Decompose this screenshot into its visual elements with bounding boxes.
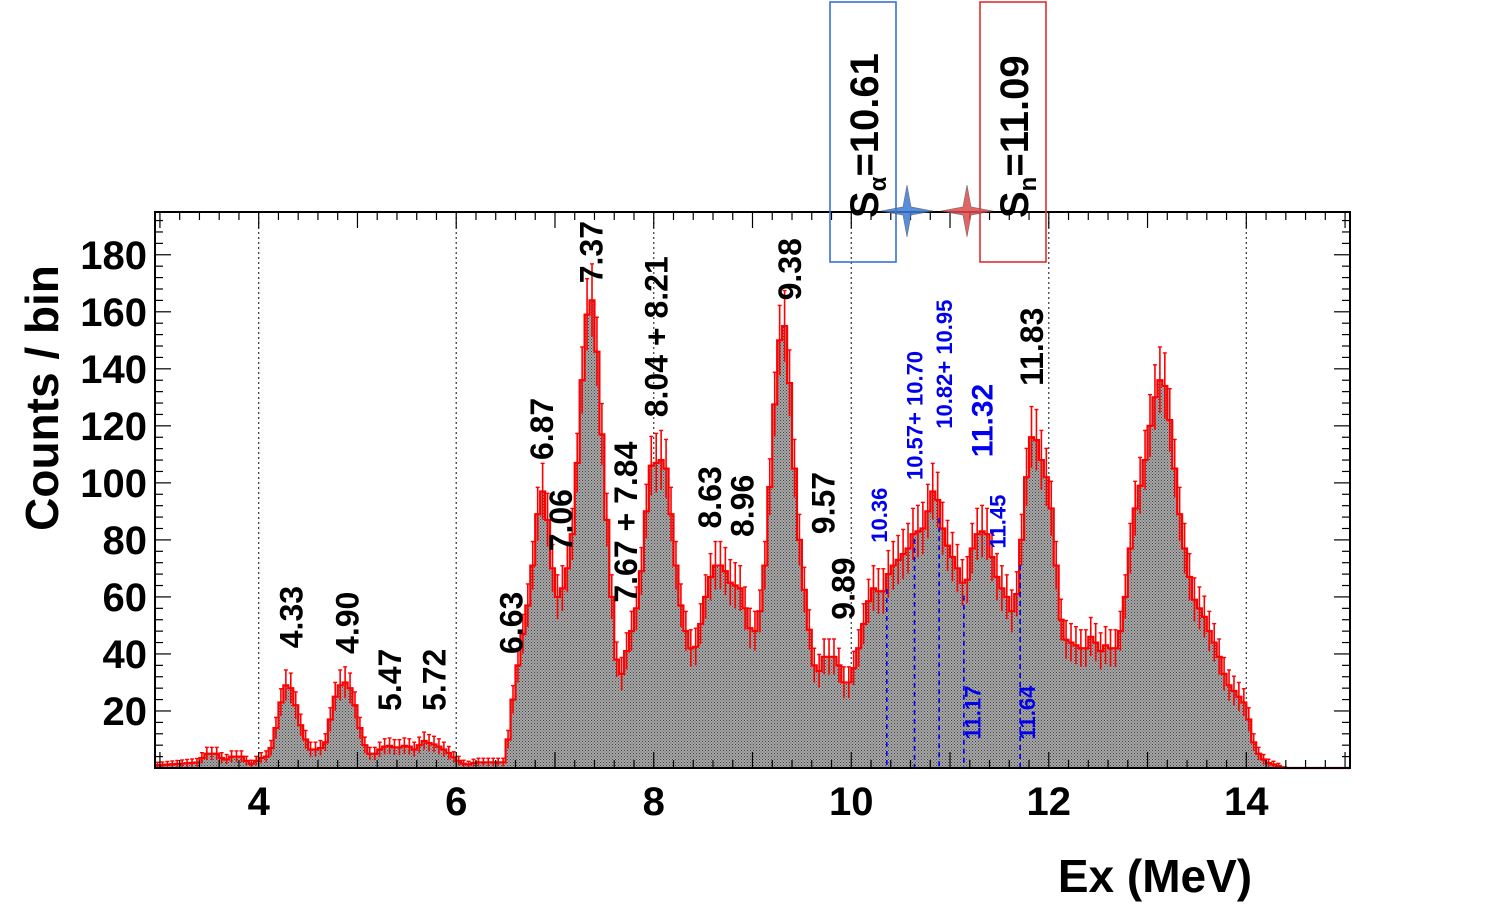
histogram-step-line [155, 299, 1350, 770]
peak-label: 9.89 [825, 557, 861, 619]
axis-ticks: 4 6 8 10 12 14 20 40 60 80 100 120 140 160 180 [80, 212, 1350, 824]
peak-label: 11.83 [1014, 308, 1050, 386]
peak-label: 7.06 [543, 489, 579, 551]
y-tick-label: 60 [103, 576, 148, 620]
peak-label: 5.72 [416, 649, 452, 711]
peak-label: 8.96 [725, 475, 761, 537]
histogram-area [155, 300, 1350, 768]
neutron-threshold-box [979, 1, 1047, 263]
peak-label: 6.63 [494, 592, 530, 654]
y-tick-label: 140 [80, 348, 147, 392]
y-tick-label: 120 [80, 405, 147, 449]
peak-label-blue: 11.45 [985, 495, 1010, 549]
peak-label-blue: 11.32 [967, 384, 1000, 457]
peak-label: 8.04 + 8.21 [639, 256, 675, 417]
peak-label-blue: 10.36 [867, 488, 892, 543]
peak-label: 6.87 [524, 398, 560, 460]
threshold-label: Sn=11.09 [993, 55, 1042, 218]
peak-labels: 4.33 4.905.47 5.72 6.63 6.87 7.06 7.37 7.67 + 7… [273, 221, 1050, 739]
y-tick-label: 20 [103, 690, 148, 734]
peak-label: 9.38 [772, 238, 808, 300]
x-tick-label: 8 [643, 780, 665, 824]
x-tick-label: 10 [829, 780, 874, 824]
threshold-label: Sα=10.61 [843, 53, 892, 218]
peak-label-blue: 10.82+ 10.95 [932, 300, 957, 429]
peak-label: 4.90 [330, 592, 366, 654]
threshold-star-icon [880, 184, 934, 238]
y-tick-label: 100 [80, 462, 147, 506]
alpha-threshold-box [829, 1, 897, 263]
blue-dashed-markers [886, 518, 1021, 768]
x-tick-label: 14 [1224, 780, 1269, 824]
threshold-markers: Sα=10.61 Sn=11.09 [829, 1, 1047, 263]
threshold-star-icon [940, 184, 994, 238]
x-axis-title: Ex (MeV) [1058, 850, 1252, 902]
x-tick-label: 4 [248, 780, 271, 824]
y-tick-label: 160 [80, 291, 147, 335]
histogram-line [155, 263, 1350, 770]
y-tick-label: 180 [80, 234, 147, 278]
y-tick-label: 40 [103, 633, 148, 677]
peak-label: 7.67 + 7.84 [608, 441, 644, 602]
y-tick-label: 80 [103, 519, 148, 563]
peak-label: 9.57 [806, 472, 842, 534]
peak-label-blue: 11.64 [1015, 685, 1040, 740]
peak-label-blue: 11.17 [961, 686, 986, 740]
peak-label: 5.47 [372, 649, 408, 711]
peak-label: 4.33 [273, 586, 309, 648]
peak-label: 7.37 [574, 221, 610, 283]
histogram-fill [155, 300, 1350, 768]
peak-label-blue: 10.57+ 10.70 [902, 351, 927, 480]
y-axis-title: Counts / bin [16, 265, 68, 531]
x-tick-label: 6 [445, 780, 467, 824]
x-tick-label: 12 [1027, 780, 1072, 824]
peak-label: 8.63 [692, 466, 728, 528]
